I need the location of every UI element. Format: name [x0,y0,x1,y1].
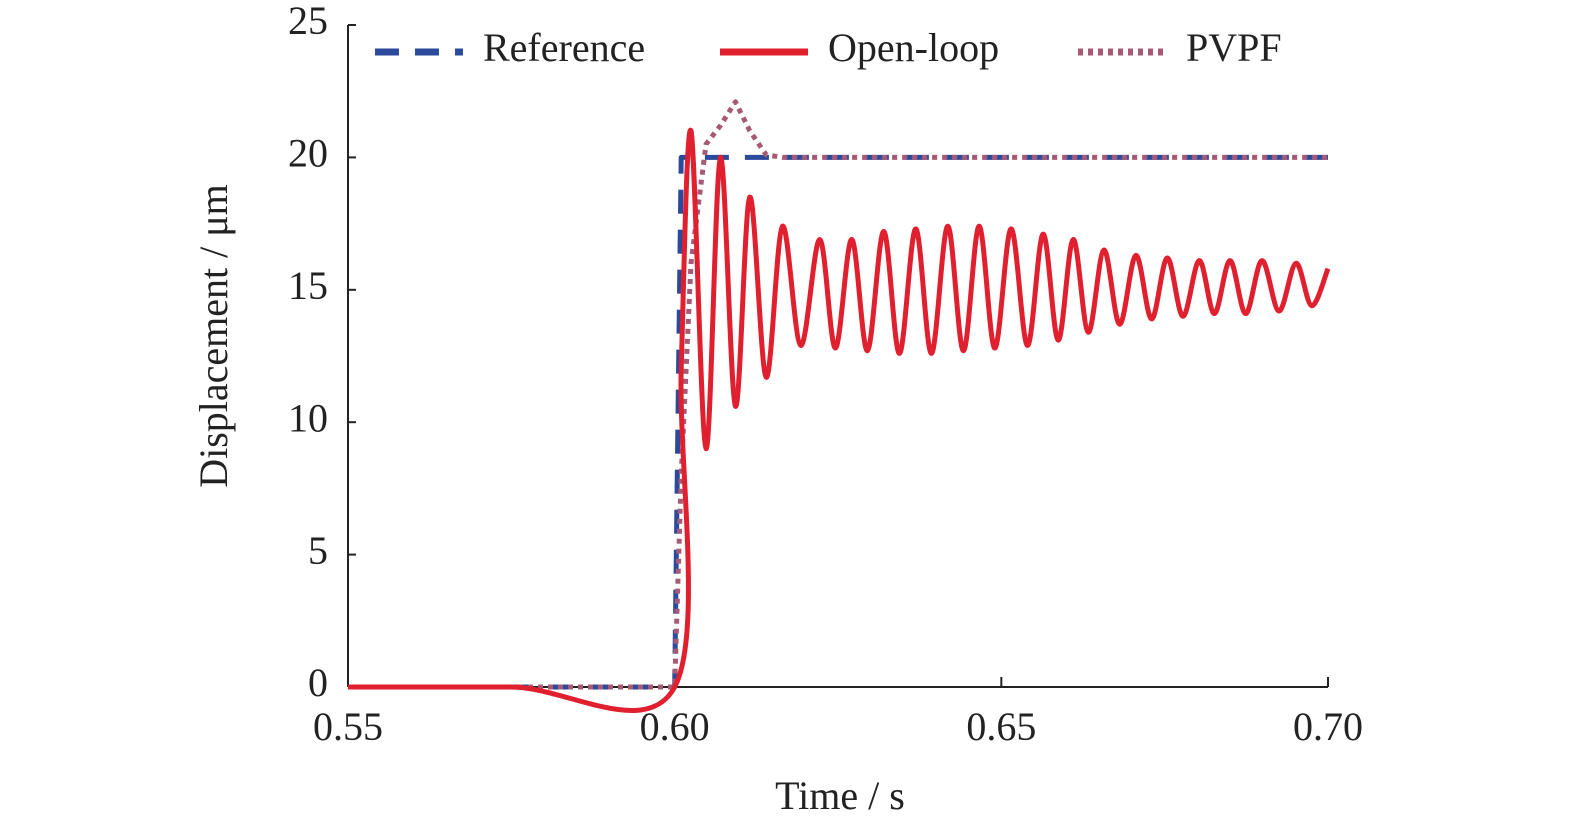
legend-label: Open-loop [828,25,999,70]
y-tick-label: 20 [288,131,328,176]
y-tick-label: 10 [288,395,328,440]
x-tick-label: 0.65 [966,704,1036,749]
y-tick-label: 15 [288,263,328,308]
legend-label: Reference [483,25,645,70]
y-tick-label: 0 [308,660,328,705]
x-tick-label: 0.70 [1293,704,1363,749]
x-tick-label: 0.60 [640,704,710,749]
legend-label: PVPF [1186,25,1282,70]
x-tick-label: 0.55 [313,704,383,749]
y-tick-label: 25 [288,0,328,43]
series-line [348,154,1328,690]
y-tick-label: 5 [308,528,328,573]
y-axis-label: Displacement / μm [191,184,236,488]
x-axis-label: Time / s [775,773,905,818]
series-line [348,127,1331,714]
series-line [348,99,1328,690]
